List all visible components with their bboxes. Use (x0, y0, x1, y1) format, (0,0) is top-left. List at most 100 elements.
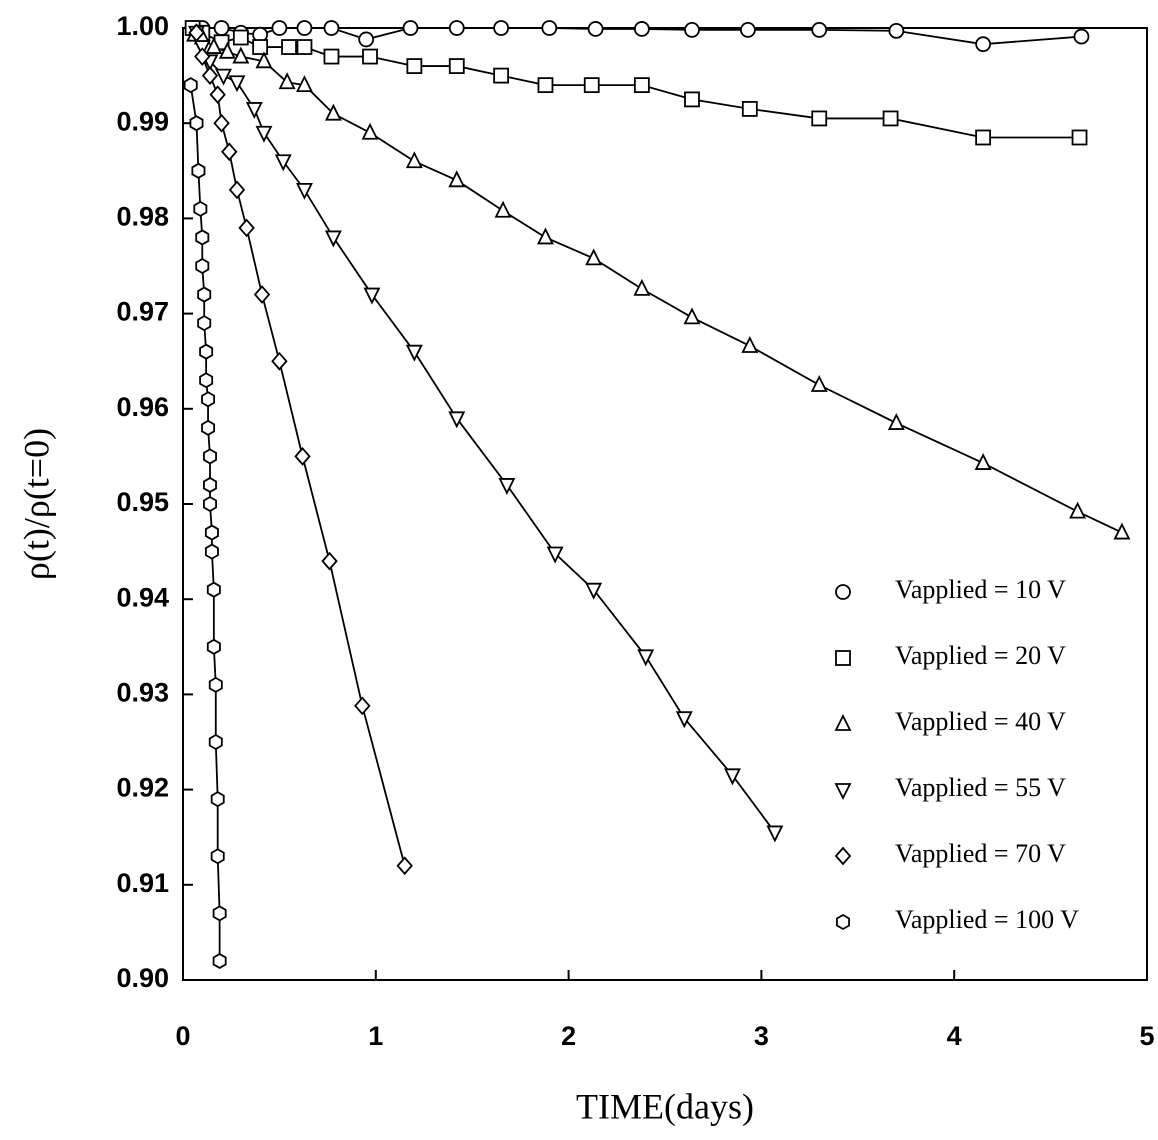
marker (194, 47, 211, 66)
y-tick-label: 1.00 (116, 11, 169, 41)
legend-label: Vapplied = 100 V (895, 905, 1079, 934)
marker (203, 495, 217, 513)
y-tick-label: 0.99 (116, 106, 169, 136)
marker (255, 125, 273, 143)
marker (278, 72, 296, 90)
marker (493, 20, 510, 36)
marker (684, 22, 700, 38)
marker (887, 413, 905, 430)
legend-label: Vapplied = 20 V (895, 641, 1066, 670)
marker (811, 110, 828, 127)
marker (281, 39, 297, 55)
y-tick-label: 0.96 (116, 392, 169, 422)
marker (271, 351, 288, 371)
legend-label: Vapplied = 40 V (895, 707, 1066, 736)
marker (274, 154, 292, 172)
marker (195, 229, 210, 246)
marker (212, 952, 227, 969)
marker (195, 257, 210, 275)
marker (218, 41, 236, 59)
x-axis-title: TIME(days) (576, 1086, 754, 1126)
marker (183, 77, 198, 94)
marker (209, 85, 226, 105)
marker (204, 524, 219, 541)
marker (361, 122, 379, 140)
marker (203, 476, 217, 493)
marker (213, 113, 230, 133)
marker (221, 142, 238, 162)
marker (193, 200, 208, 217)
marker (210, 848, 225, 865)
marker (448, 411, 466, 429)
marker (974, 453, 992, 470)
marker (633, 278, 651, 296)
marker (296, 20, 313, 36)
marker (448, 20, 465, 36)
y-tick-label: 0.94 (116, 582, 169, 612)
marker (210, 791, 225, 808)
marker (238, 218, 255, 238)
y-tick-label: 0.92 (116, 773, 169, 803)
marker (675, 711, 693, 729)
marker (585, 248, 603, 266)
marker (321, 551, 338, 571)
marker (546, 546, 564, 564)
legend-marker (834, 846, 852, 866)
marker (232, 29, 249, 46)
y-axis-title: ρ(t)/ρ(t=0) (16, 428, 56, 580)
y-tick-label: 0.97 (116, 297, 169, 327)
marker (583, 77, 600, 94)
marker (215, 68, 232, 86)
marker (498, 478, 516, 495)
marker (255, 51, 273, 69)
x-tick-label: 0 (175, 1021, 190, 1051)
marker (740, 22, 756, 38)
marker (191, 162, 206, 179)
marker (537, 77, 554, 94)
marker (253, 285, 271, 304)
marker (448, 58, 465, 74)
marker (633, 21, 650, 37)
marker (213, 20, 230, 36)
marker (888, 22, 905, 39)
marker (201, 419, 216, 436)
marker (363, 287, 381, 305)
marker (296, 182, 313, 200)
marker (201, 66, 219, 85)
legend-marker (835, 584, 851, 600)
marker (405, 344, 423, 362)
x-tick-label: 4 (947, 1021, 962, 1051)
legend-label: Vapplied = 10 V (895, 575, 1066, 604)
series-line (189, 84, 221, 961)
marker (585, 582, 603, 600)
marker (252, 39, 269, 55)
marker (541, 20, 558, 36)
legend-label: Vapplied = 55 V (895, 773, 1066, 802)
marker (724, 768, 741, 786)
marker (587, 21, 604, 37)
x-tick-label: 5 (1139, 1021, 1154, 1051)
legend-marker (834, 713, 852, 731)
marker (402, 20, 419, 36)
marker (206, 638, 221, 655)
marker (493, 67, 510, 84)
marker (203, 448, 217, 465)
marker (1069, 501, 1087, 519)
marker (205, 37, 223, 54)
marker (232, 46, 250, 64)
marker (362, 48, 378, 65)
marker (537, 227, 554, 245)
marker (494, 200, 512, 218)
plot-frame (182, 27, 1148, 981)
marker (683, 307, 701, 325)
marker (684, 91, 700, 108)
marker (405, 151, 423, 169)
x-tick-label: 1 (368, 1021, 383, 1051)
legend-marker (834, 783, 852, 801)
marker (975, 36, 992, 53)
marker (296, 39, 313, 55)
x-tick-label: 3 (754, 1021, 769, 1051)
marker (406, 58, 423, 74)
marker (199, 343, 214, 360)
marker (448, 170, 466, 188)
